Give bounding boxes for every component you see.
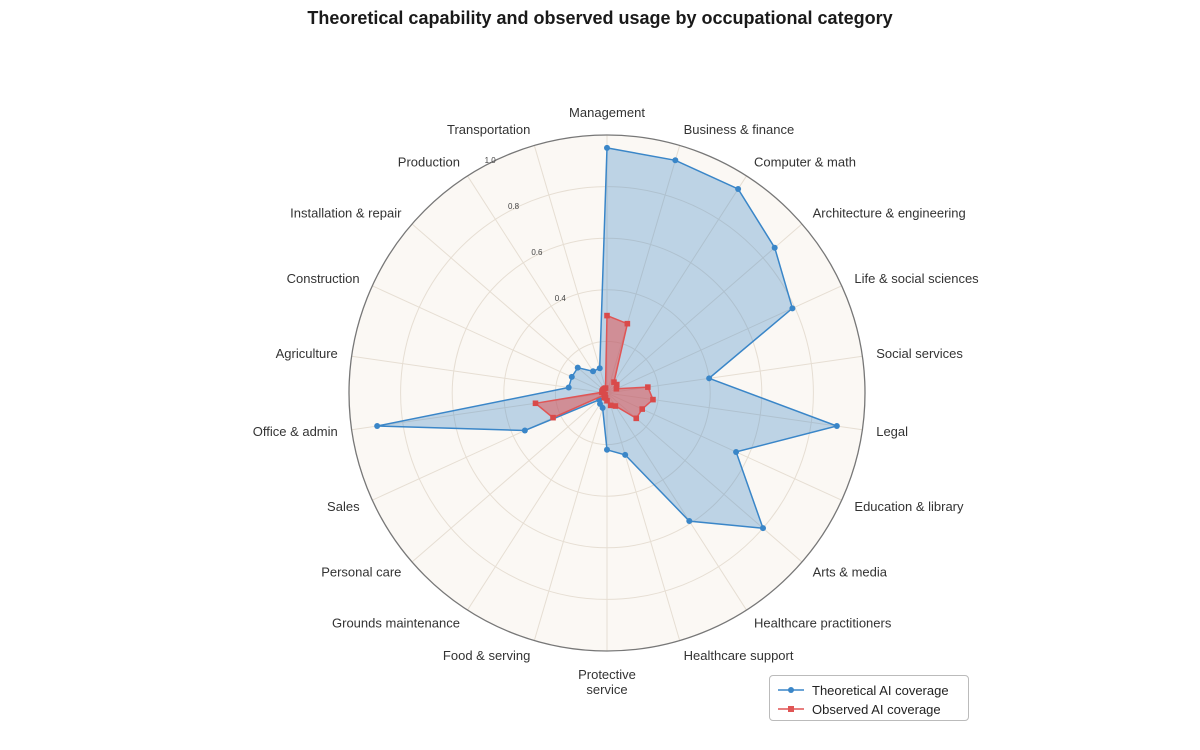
theoretical-point bbox=[622, 451, 629, 458]
legend-marker-theoretical bbox=[778, 687, 804, 693]
tick-label: 1.0 bbox=[485, 156, 497, 165]
legend-label-theoretical: Theoretical AI coverage bbox=[812, 682, 949, 698]
category-label: Grounds maintenance bbox=[332, 616, 460, 631]
theoretical-point bbox=[565, 384, 572, 391]
grid-spoke bbox=[606, 392, 747, 611]
theoretical-point bbox=[521, 427, 528, 434]
series-observed bbox=[532, 312, 656, 422]
category-label: Food & serving bbox=[443, 648, 530, 663]
category-label: Management bbox=[569, 105, 645, 120]
observed-point bbox=[613, 381, 620, 388]
category-label: Installation & repair bbox=[290, 206, 402, 221]
category-label: Legal bbox=[876, 424, 908, 439]
category-label: Architecture & engineering bbox=[813, 206, 966, 221]
observed-point bbox=[624, 320, 631, 327]
tick-label: 0.4 bbox=[555, 294, 567, 303]
theoretical-point bbox=[374, 423, 381, 430]
observed-point bbox=[645, 384, 651, 390]
category-label: Business & finance bbox=[684, 122, 795, 137]
theoretical-point bbox=[706, 375, 713, 382]
category-label: Protective bbox=[578, 667, 636, 682]
grid-spoke bbox=[606, 285, 842, 394]
category-label: Education & library bbox=[854, 499, 964, 514]
legend-label-observed: Observed AI coverage bbox=[812, 701, 941, 717]
observed-point bbox=[602, 385, 609, 391]
theoretical-point bbox=[771, 244, 778, 251]
theoretical-point bbox=[590, 368, 597, 375]
theoretical-point bbox=[604, 446, 610, 453]
grid-spoke bbox=[606, 392, 842, 501]
observed-point bbox=[633, 415, 640, 422]
theoretical-point bbox=[604, 144, 610, 151]
grid-spoke bbox=[467, 392, 608, 611]
observed-point bbox=[639, 406, 646, 412]
grid-spoke bbox=[606, 392, 681, 641]
observed-point bbox=[650, 396, 656, 403]
theoretical-point bbox=[568, 373, 575, 380]
tick-label: 0.6 bbox=[531, 248, 543, 257]
radar-series bbox=[374, 144, 840, 532]
theoretical-point bbox=[833, 423, 840, 430]
category-label: Healthcare support bbox=[684, 648, 794, 663]
grid-spoke bbox=[606, 223, 803, 394]
legend-marker-observed bbox=[778, 706, 804, 712]
observed-point bbox=[532, 400, 539, 407]
category-label: Production bbox=[398, 154, 460, 169]
grid-spoke bbox=[351, 355, 608, 394]
theoretical-point bbox=[735, 185, 742, 192]
grid-spoke bbox=[606, 392, 803, 563]
category-label: Construction bbox=[287, 271, 360, 286]
category-label: Social services bbox=[876, 346, 963, 361]
category-label: Office & admin bbox=[253, 424, 338, 439]
legend-item-theoretical: Theoretical AI coverage bbox=[778, 681, 949, 699]
category-label: Sales bbox=[327, 499, 360, 514]
category-label: service bbox=[586, 682, 627, 697]
theoretical-point bbox=[759, 525, 766, 532]
tick-label: 0.8 bbox=[508, 202, 520, 211]
legend-item-observed: Observed AI coverage bbox=[778, 700, 941, 718]
category-label: Life & social sciences bbox=[854, 271, 979, 286]
grid-spoke bbox=[606, 175, 747, 394]
category-label: Computer & math bbox=[754, 154, 856, 169]
category-label: Agriculture bbox=[276, 346, 338, 361]
category-label: Arts & media bbox=[813, 564, 888, 579]
grid-spoke bbox=[533, 392, 608, 641]
observed-point bbox=[607, 402, 614, 409]
theoretical-point bbox=[733, 448, 740, 455]
grid-spoke bbox=[372, 285, 608, 394]
grid-spoke bbox=[533, 145, 608, 394]
legend: Theoretical AI coverage Observed AI cove… bbox=[769, 675, 969, 721]
observed-point bbox=[602, 391, 608, 398]
theoretical-point bbox=[672, 157, 679, 164]
grid-spoke bbox=[411, 392, 608, 563]
category-label: Transportation bbox=[447, 122, 530, 137]
category-label: Personal care bbox=[321, 564, 401, 579]
radar-labels: Management Business & finance Computer & m… bbox=[253, 105, 979, 697]
category-label: Healthcare practitioners bbox=[754, 616, 892, 631]
theoretical-point bbox=[596, 365, 603, 372]
chart-title: Theoretical capability and observed usag… bbox=[307, 8, 893, 28]
observed-point bbox=[612, 403, 619, 409]
observed-point bbox=[550, 414, 556, 421]
observed-point bbox=[604, 312, 610, 319]
theoretical-point bbox=[686, 518, 693, 525]
grid-spoke bbox=[467, 175, 608, 394]
outer-ring bbox=[348, 134, 866, 652]
theoretical-point bbox=[789, 305, 796, 312]
observed-point bbox=[613, 385, 620, 392]
grid-spoke bbox=[411, 223, 608, 394]
theoretical-point bbox=[574, 364, 581, 371]
